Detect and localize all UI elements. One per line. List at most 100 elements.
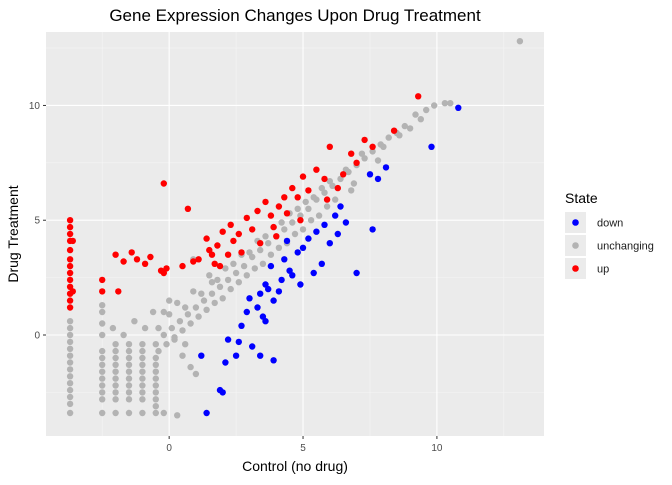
data-point-up (273, 233, 280, 240)
data-point-unchanging (112, 354, 119, 362)
data-point-up (120, 258, 127, 265)
data-point-up (66, 256, 74, 263)
data-point-unchanging (265, 240, 272, 247)
data-point-unchanging (350, 180, 358, 187)
data-point-unchanging (125, 396, 133, 403)
data-point-unchanging (99, 389, 106, 396)
data-point-down (257, 290, 264, 297)
data-point-unchanging (302, 198, 309, 206)
data-point-down (235, 338, 242, 346)
data-point-unchanging (396, 132, 403, 139)
data-point-unchanging (155, 347, 162, 355)
data-point-unchanging (125, 409, 133, 417)
legend-title: State (565, 190, 598, 206)
data-point-up (249, 226, 256, 233)
data-point-up (219, 228, 226, 235)
data-point-unchanging (139, 375, 146, 382)
data-point-unchanging (200, 297, 208, 304)
data-point-unchanging (160, 409, 167, 417)
data-point-up (66, 246, 74, 254)
chart-title: Gene Expression Changes Upon Drug Treatm… (109, 6, 481, 25)
data-point-down (428, 143, 435, 150)
data-point-unchanging (447, 100, 454, 107)
x-tick-label: 10 (431, 443, 443, 454)
data-point-down (265, 285, 272, 293)
data-point-unchanging (149, 308, 157, 316)
data-point-up (283, 210, 291, 217)
data-point-down (262, 318, 269, 325)
data-point-up (294, 194, 301, 201)
data-point-unchanging (211, 299, 218, 307)
data-point-unchanging (401, 122, 408, 130)
data-point-unchanging (332, 196, 339, 203)
data-point-down (249, 343, 256, 350)
data-point-unchanging (139, 396, 146, 403)
data-point-up (224, 251, 232, 258)
data-point-down (243, 308, 250, 316)
data-point-up (275, 203, 283, 210)
data-point-unchanging (171, 336, 178, 343)
data-point-unchanging (152, 389, 159, 396)
grid-lines (46, 32, 544, 436)
data-point-unchanging (423, 106, 430, 114)
data-point-unchanging (182, 341, 189, 348)
data-point-unchanging (176, 318, 184, 325)
data-point-unchanging (112, 341, 119, 348)
data-point-up (323, 196, 331, 203)
data-point-down (203, 409, 210, 417)
data-point-unchanging (99, 354, 106, 362)
data-point-up (195, 256, 202, 263)
data-point-up (128, 249, 135, 256)
data-point-down (310, 269, 317, 277)
data-point-up (66, 304, 74, 311)
data-point-up (208, 251, 216, 258)
data-point-up (334, 184, 341, 192)
data-point-unchanging (281, 226, 288, 233)
data-point-unchanging (278, 219, 285, 226)
data-point-up (262, 198, 269, 206)
data-point-down (267, 262, 275, 270)
data-point-unchanging (112, 368, 119, 375)
data-point-unchanging (139, 382, 146, 389)
data-point-unchanging (99, 409, 106, 417)
data-point-unchanging (152, 361, 159, 368)
data-point-unchanging (246, 249, 253, 256)
data-point-unchanging (99, 302, 106, 309)
data-point-up (299, 173, 307, 180)
data-point-unchanging (66, 400, 74, 408)
data-point-up (66, 262, 74, 270)
data-point-unchanging (160, 331, 167, 339)
data-point-unchanging (348, 187, 355, 194)
data-point-down (294, 249, 301, 256)
data-point-unchanging (66, 352, 74, 359)
data-point-down (270, 297, 277, 304)
data-point-unchanging (112, 375, 119, 382)
data-point-down (332, 212, 339, 219)
data-point-unchanging (112, 361, 119, 368)
data-point-unchanging (99, 308, 106, 316)
data-point-unchanging (66, 386, 74, 394)
legend-label-down: down (597, 218, 623, 230)
data-point-unchanging (179, 352, 186, 359)
data-point-unchanging (192, 370, 200, 378)
data-point-up (289, 184, 296, 192)
data-point-unchanging (139, 361, 146, 368)
data-point-unchanging (195, 313, 202, 320)
data-point-unchanging (297, 212, 304, 219)
x-tick-label: 5 (300, 443, 306, 454)
data-point-unchanging (125, 354, 133, 362)
data-point-unchanging (66, 331, 74, 339)
data-point-down (369, 226, 376, 233)
data-point-unchanging (310, 194, 317, 201)
data-point-unchanging (139, 341, 146, 348)
data-point-up (270, 223, 277, 231)
data-point-unchanging (326, 178, 333, 185)
data-point-down (299, 244, 307, 251)
data-point-down (321, 221, 328, 228)
data-point-unchanging (155, 324, 162, 332)
x-tick-label: 0 (166, 443, 172, 454)
data-point-down (313, 228, 320, 235)
data-point-down (455, 104, 462, 112)
data-point-unchanging (214, 276, 221, 284)
